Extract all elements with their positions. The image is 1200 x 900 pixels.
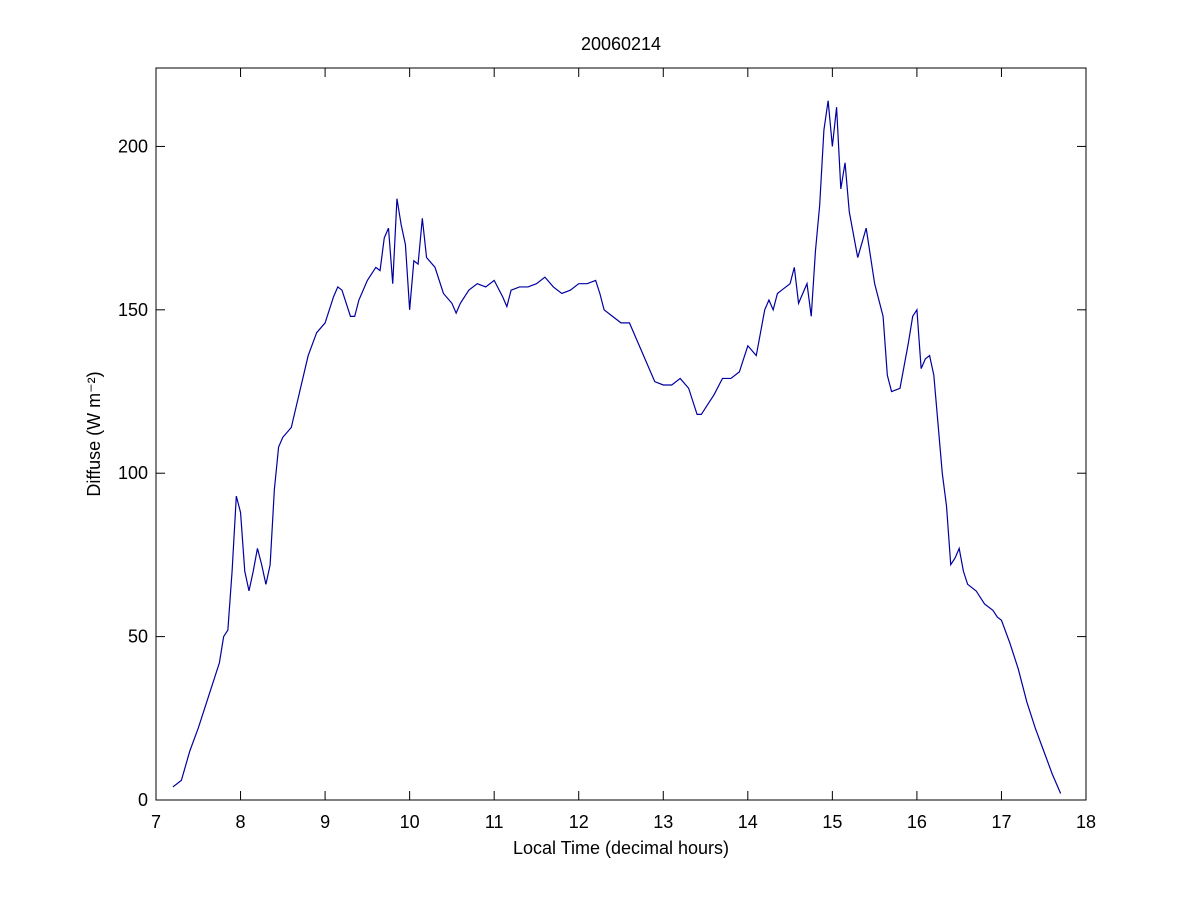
- x-tick-label: 17: [991, 812, 1011, 832]
- x-tick-label: 10: [400, 812, 420, 832]
- x-tick-label: 9: [320, 812, 330, 832]
- x-tick-label: 7: [151, 812, 161, 832]
- x-tick-label: 18: [1076, 812, 1096, 832]
- y-tick-label: 150: [118, 300, 148, 320]
- plot-frame: [155, 67, 1087, 801]
- x-tick-label: 14: [738, 812, 758, 832]
- x-axis-label: Local Time (decimal hours): [513, 838, 729, 858]
- y-tick-label: 50: [128, 627, 148, 647]
- y-axis-label: Diffuse (W m⁻²): [84, 371, 104, 496]
- x-tick-label: 15: [822, 812, 842, 832]
- x-tick-label: 12: [569, 812, 589, 832]
- x-tick-label: 13: [653, 812, 673, 832]
- y-tick-label: 100: [118, 463, 148, 483]
- x-tick-label: 8: [236, 812, 246, 832]
- y-tick-label: 0: [138, 790, 148, 810]
- y-tick-label: 200: [118, 136, 148, 156]
- chart-title: 20060214: [581, 34, 661, 54]
- x-tick-label: 16: [907, 812, 927, 832]
- data-line: [172, 100, 1062, 794]
- x-tick-label: 11: [485, 812, 504, 832]
